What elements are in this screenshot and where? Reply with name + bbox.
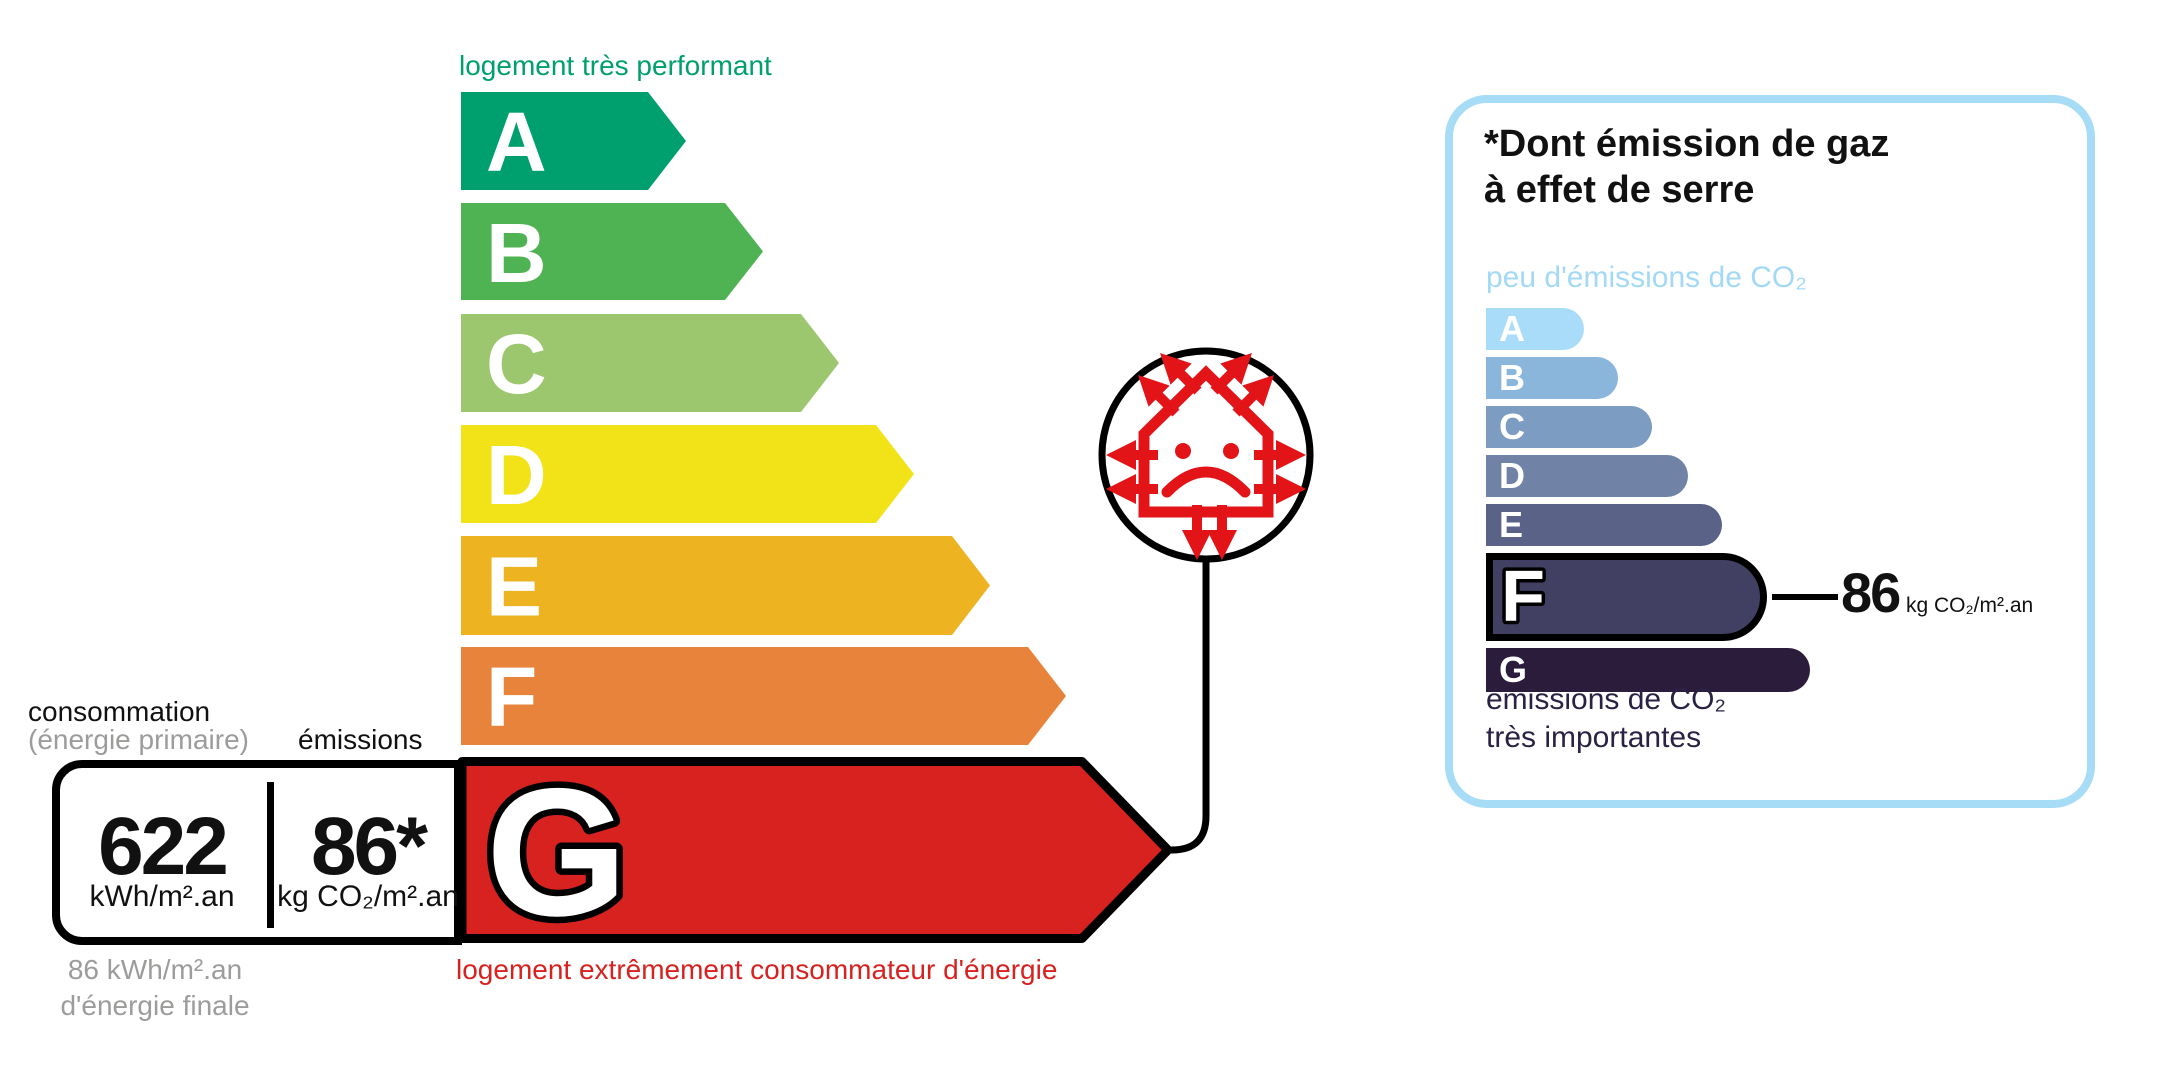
energy-arrow-a-label: A xyxy=(486,95,547,189)
energy-arrow-g-selected xyxy=(457,757,1173,943)
caption-very-efficient: logement très performant xyxy=(459,50,772,81)
energy-arrow-d-label: D xyxy=(486,428,547,522)
house-face-eyes xyxy=(1175,443,1239,459)
final-energy-note: 86 kWh/m².an d'énergie finale xyxy=(40,952,270,1025)
energy-arrow-b-label: B xyxy=(486,206,547,300)
value-divider xyxy=(267,782,274,928)
ges-bar-a-label: A xyxy=(1499,308,1525,349)
ges-bar-g-label: G xyxy=(1499,649,1528,690)
ges-bar-d-label: D xyxy=(1499,455,1525,496)
ges-bar-c-label: C xyxy=(1499,406,1525,447)
final-energy-line1: 86 kWh/m².an xyxy=(67,954,243,985)
ges-bar-d: D xyxy=(1486,455,1688,497)
energy-arrow-f xyxy=(461,647,1066,745)
ges-value: 86 xyxy=(1841,561,1901,624)
final-energy-line2: d'énergie finale xyxy=(60,990,250,1022)
ges-title-line1: *Dont émission de gaz xyxy=(1484,123,1890,165)
energy-arrow-d xyxy=(461,425,914,523)
ges-bar-f-selected: F xyxy=(1486,553,1767,641)
ges-caption-low-emissions: peu d'émissions de CO₂ xyxy=(1486,261,1807,294)
house-outline xyxy=(1138,365,1274,518)
primary-energy-sublabel: (énergie primaire) xyxy=(28,724,249,755)
energy-arrow-a xyxy=(461,92,686,190)
ges-bar-b-label: B xyxy=(1499,357,1525,398)
ges-bar-g: G xyxy=(1486,648,1810,692)
ges-bar-e-label: E xyxy=(1499,504,1524,545)
energy-arrow-c-label: C xyxy=(486,317,547,411)
ges-panel: *Dont émission de gaz à effet de serre p… xyxy=(1445,95,2095,808)
emissions-value: 86* xyxy=(310,801,428,892)
caption-very-consuming: logement extrêmement consommateur d'éner… xyxy=(456,954,1058,985)
energy-arrow-c xyxy=(461,314,839,412)
ges-caption-bottom-line1: émissions de CO₂ xyxy=(1486,683,1727,716)
icon-connector-line xyxy=(1169,559,1210,854)
energy-arrow-f-label: F xyxy=(486,650,537,744)
emissions-label: émissions xyxy=(298,724,423,755)
house-sad-mouth xyxy=(1161,466,1251,498)
energy-arrow-e xyxy=(461,536,990,635)
ges-panel-title: *Dont émission de gaz à effet de serre xyxy=(1484,121,1889,214)
ges-bar-c: C xyxy=(1486,406,1652,448)
ges-value-unit: kg CO₂/m².an xyxy=(1906,594,2034,617)
values-box xyxy=(52,760,462,945)
ges-bar-a: A xyxy=(1486,308,1584,350)
ges-caption-bottom-line2: très importantes xyxy=(1486,720,1702,754)
energy-arrow-e-label: E xyxy=(486,540,542,634)
energy-arrow-g-label: G xyxy=(486,750,628,954)
ges-caption-high-emissions: émissions de CO₂ très importantes xyxy=(1486,681,1726,756)
ges-bar-f-label: F xyxy=(1501,560,1545,634)
consumption-value: 622 xyxy=(98,801,229,892)
ges-bar-b: B xyxy=(1486,357,1618,399)
ges-title-line2: à effet de serre xyxy=(1484,169,1755,212)
sad-house-heat-loss-icon xyxy=(1098,347,1314,563)
ges-bar-e: E xyxy=(1486,504,1722,546)
icon-circle xyxy=(1098,347,1314,563)
ges-bar-f-letter-svg: F xyxy=(1498,554,1549,641)
heat-loss-arrows xyxy=(1106,353,1306,560)
consumption-unit: kWh/m².an xyxy=(89,880,235,913)
emissions-unit: kg CO₂/m².an xyxy=(277,880,459,913)
energy-arrow-b xyxy=(461,203,763,300)
consumption-label: consommation xyxy=(28,696,211,727)
